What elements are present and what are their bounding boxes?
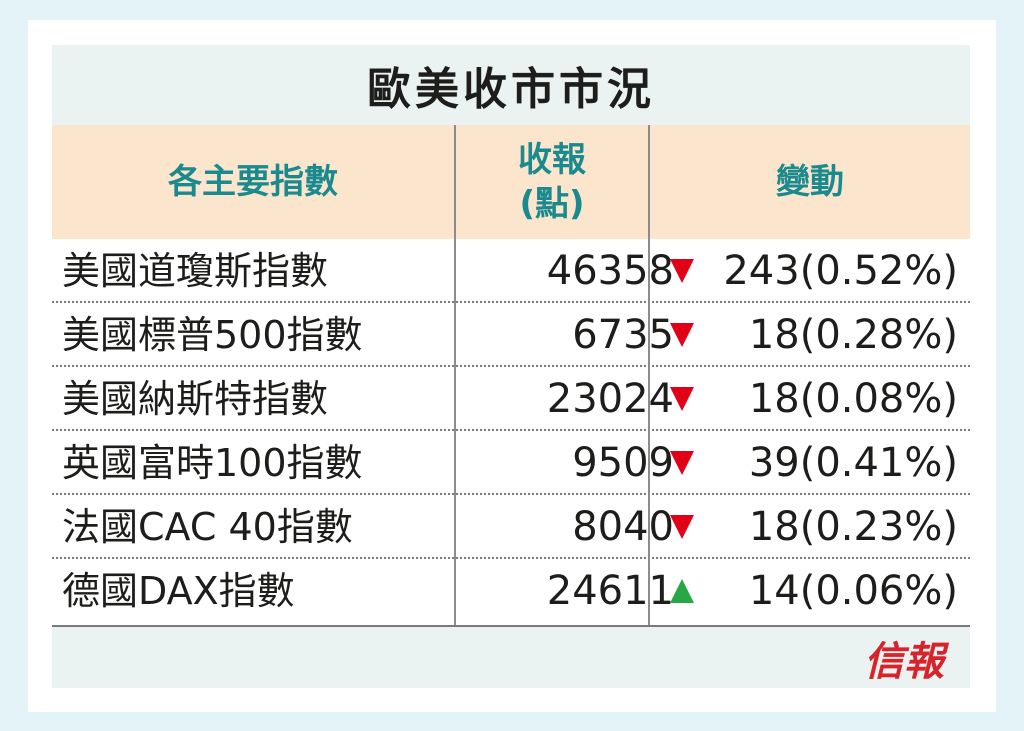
close-value: 46358 [546, 248, 674, 294]
arrow-down-icon [662, 239, 702, 303]
header-close-line2: (點) [519, 184, 585, 224]
index-name: 德國DAX指數 [62, 569, 295, 613]
table-title: 歐美收市市況 [367, 64, 655, 115]
arrow-down-icon [662, 303, 702, 367]
change-value: 18(0.08%) [748, 376, 958, 422]
arrow-down-icon [662, 495, 702, 559]
table-bottom-border [52, 625, 970, 627]
row-divider [52, 429, 970, 431]
change-value: 39(0.41%) [748, 440, 958, 486]
header-close-line1: 收報 [518, 140, 586, 180]
close-value: 6735 [572, 312, 674, 358]
close-value: 23024 [546, 376, 674, 422]
header-change: 變動 [776, 162, 844, 202]
change-value: 18(0.23%) [748, 504, 958, 550]
index-name: 英國富時100指數 [62, 441, 363, 485]
close-value: 24611 [546, 568, 674, 614]
row-divider [52, 301, 970, 303]
table-row: 美國道瓊斯指數 46358 243(0.52%) [52, 239, 970, 303]
index-name: 法國CAC 40指數 [62, 505, 353, 549]
table-body [52, 239, 970, 627]
table-row: 美國標普500指數 6735 18(0.28%) [52, 303, 970, 367]
change-value: 243(0.52%) [723, 248, 958, 294]
index-name: 美國標普500指數 [62, 313, 363, 357]
change-value: 14(0.06%) [748, 568, 958, 614]
column-divider [454, 125, 456, 627]
arrow-down-icon [662, 431, 702, 495]
header-close: 收報 (點) [456, 125, 648, 239]
close-value: 9509 [572, 440, 674, 486]
table-header [52, 125, 970, 239]
arrow-down-icon [662, 367, 702, 431]
row-divider [52, 493, 970, 495]
column-divider [648, 125, 650, 627]
table-row: 英國富時100指數 9509 39(0.41%) [52, 431, 970, 495]
index-name: 美國納斯特指數 [62, 377, 329, 421]
table-row: 法國CAC 40指數 8040 18(0.23%) [52, 495, 970, 559]
hkej-logo: 信報 [864, 638, 944, 685]
row-divider [52, 365, 970, 367]
header-index: 各主要指數 [168, 162, 338, 202]
close-value: 8040 [572, 504, 674, 550]
table-row: 德國DAX指數 24611 14(0.06%) [52, 559, 970, 623]
change-value: 18(0.28%) [748, 312, 958, 358]
table-row: 美國納斯特指數 23024 18(0.08%) [52, 367, 970, 431]
arrow-up-icon [662, 559, 702, 623]
row-divider [52, 557, 970, 559]
index-name: 美國道瓊斯指數 [62, 249, 329, 293]
